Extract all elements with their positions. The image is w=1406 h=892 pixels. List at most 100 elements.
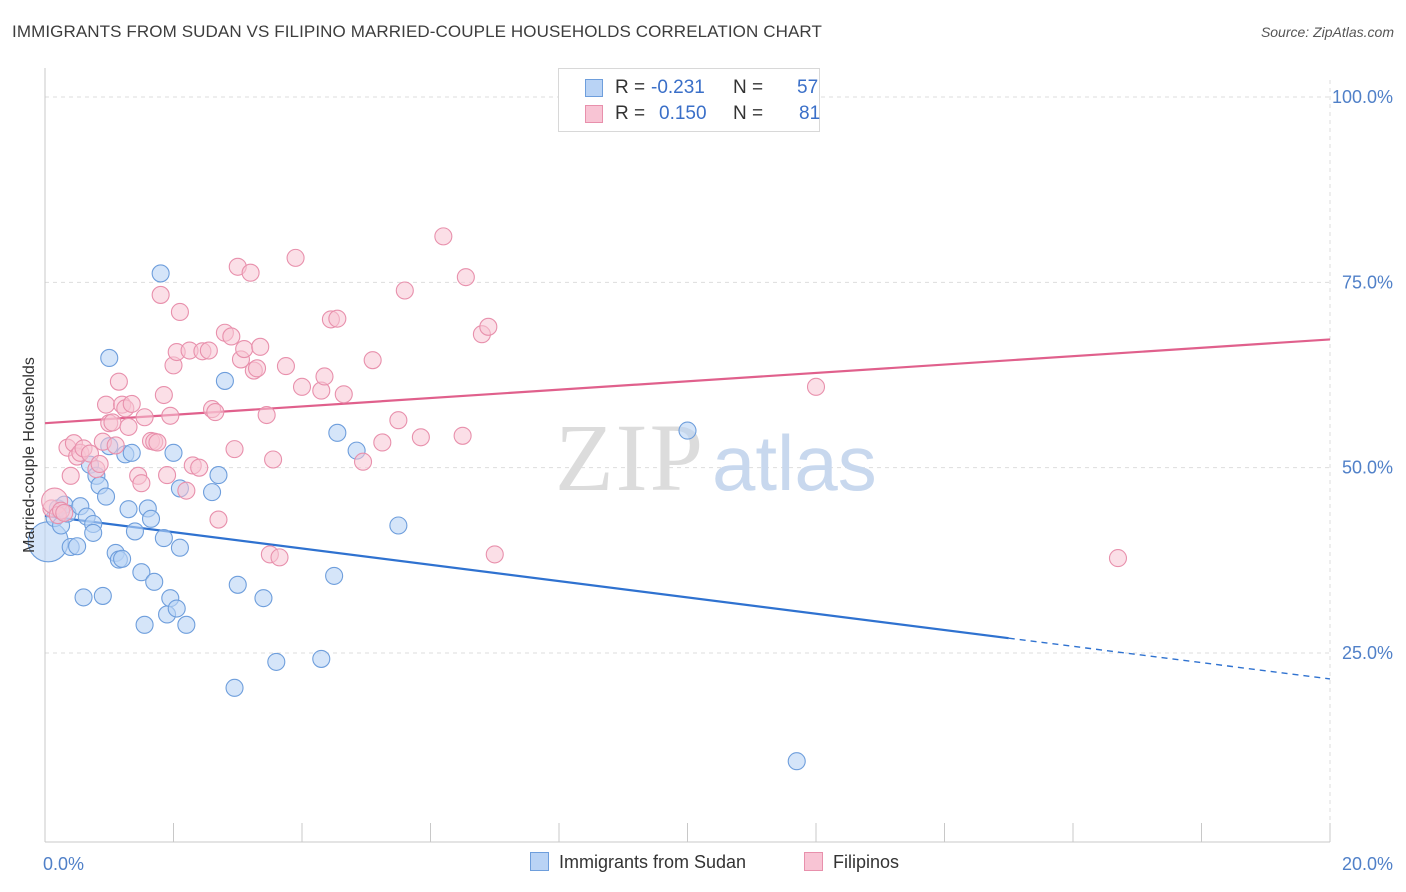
legend-r-label: R = (615, 103, 646, 124)
legend-n-label: N = (733, 103, 764, 124)
stats-legend: R = -0.231 N = 57 R = 0.150 N = 81 (558, 68, 820, 132)
data-point-filipino (119, 417, 138, 436)
bottom-legend-swatch-sudan (530, 852, 549, 871)
data-point-filipino (270, 548, 289, 567)
data-point-filipino (353, 452, 373, 471)
data-point-sudan (154, 529, 173, 548)
y-tick-label: 25.0% (1342, 643, 1393, 663)
data-point-sudan (209, 466, 228, 485)
data-point-filipino (292, 377, 312, 396)
watermark-zip: ZIP (555, 404, 705, 511)
data-point-sudan (312, 649, 331, 668)
data-point-filipino (363, 351, 382, 370)
trend-lines (44, 338, 1331, 680)
data-point-filipino (479, 317, 498, 336)
legend-r-value-sudan: -0.231 (651, 77, 705, 98)
legend-swatch-sudan (585, 79, 603, 97)
data-point-filipino (235, 340, 254, 359)
data-point-sudan (177, 615, 196, 634)
axes (44, 68, 1331, 843)
data-point-filipino (177, 481, 196, 500)
y-tick-label: 75.0% (1342, 272, 1393, 292)
data-point-sudan (100, 348, 119, 367)
data-point-filipino (209, 510, 228, 529)
data-point-filipino (225, 440, 244, 459)
data-point-sudan (325, 566, 344, 585)
data-point-filipino (286, 248, 305, 267)
data-point-filipino (334, 385, 353, 404)
data-point-sudan (787, 752, 806, 771)
data-point-filipino (373, 433, 392, 452)
data-point-filipino (328, 309, 347, 328)
data-point-filipino (103, 413, 122, 432)
chart-title: IMMIGRANTS FROM SUDAN VS FILIPINO MARRIE… (12, 22, 822, 41)
x-tick-label-max: 20.0% (1342, 854, 1393, 874)
y-tick-label: 100.0% (1332, 87, 1393, 107)
legend-n-value-filipino: 81 (799, 103, 821, 124)
bottom-legend-label-filipino: Filipinos (833, 852, 900, 872)
data-point-sudan (167, 599, 186, 618)
data-point-filipino (456, 268, 475, 287)
data-point-sudan (74, 588, 93, 607)
legend-r-label: R = (615, 77, 646, 98)
data-point-filipino (132, 474, 151, 493)
data-point-filipino (135, 408, 154, 427)
data-point-sudan (122, 443, 141, 462)
data-point-filipino (148, 433, 167, 452)
data-point-filipino (806, 377, 826, 396)
data-point-filipino (1108, 549, 1128, 568)
data-point-filipino (158, 466, 177, 485)
tick-labels: 25.0% 50.0% 75.0% 100.0% 0.0% 20.0% (43, 87, 1393, 874)
data-point-filipino (161, 406, 180, 425)
data-point-filipino (151, 285, 170, 304)
data-point-sudan (141, 509, 161, 528)
data-point-sudan (84, 523, 103, 542)
data-point-filipino (55, 503, 74, 522)
data-point-sudan (145, 572, 164, 591)
data-point-sudan (119, 500, 138, 519)
data-point-filipino (251, 337, 270, 356)
data-point-sudan (228, 575, 247, 594)
data-point-sudan (164, 443, 183, 462)
data-point-filipino (199, 341, 218, 360)
data-point-filipino (241, 263, 260, 282)
y-axis-title: Married-couple Households (21, 357, 38, 553)
data-point-sudan (203, 483, 222, 502)
legend-n-value-sudan: 57 (797, 77, 819, 98)
data-point-filipino (170, 302, 189, 322)
trend-line-filipino (44, 338, 1331, 425)
data-point-filipino (453, 426, 472, 445)
data-point-filipino (222, 327, 241, 346)
trend-line-sudan (44, 514, 1009, 640)
bottom-legend-label-sudan: Immigrants from Sudan (559, 852, 747, 872)
data-point-sudan (68, 537, 87, 556)
data-point-sudan (170, 538, 189, 557)
data-point-sudan (678, 421, 697, 440)
data-point-sudan (267, 652, 286, 671)
data-point-filipino (485, 545, 504, 564)
bottom-legend-swatch-filipino (804, 852, 823, 871)
data-point-filipino (206, 403, 225, 422)
data-point-filipino (109, 372, 128, 391)
legend-r-value-filipino: 0.150 (659, 103, 707, 124)
data-point-filipino (276, 357, 295, 376)
data-point-filipino (61, 466, 80, 485)
data-point-filipino (264, 450, 283, 469)
watermark: ZIP atlas (555, 404, 877, 511)
data-point-filipino (389, 411, 408, 430)
data-point-filipino (247, 359, 267, 378)
data-point-filipino (122, 394, 141, 413)
data-point-sudan (254, 589, 273, 608)
data-point-sudan (151, 264, 170, 283)
data-point-sudan (389, 516, 408, 535)
data-point-sudan (132, 563, 151, 582)
data-point-filipino (257, 405, 276, 425)
bottom-legend-filipino: Filipinos (804, 852, 899, 873)
data-point-sudan (93, 586, 112, 605)
data-point-sudan (225, 678, 244, 697)
source-label: Source: ZipAtlas.com (1260, 24, 1394, 40)
data-point-filipino (315, 367, 334, 386)
data-point-sudan (328, 423, 347, 442)
legend-swatch-filipino (585, 105, 603, 123)
